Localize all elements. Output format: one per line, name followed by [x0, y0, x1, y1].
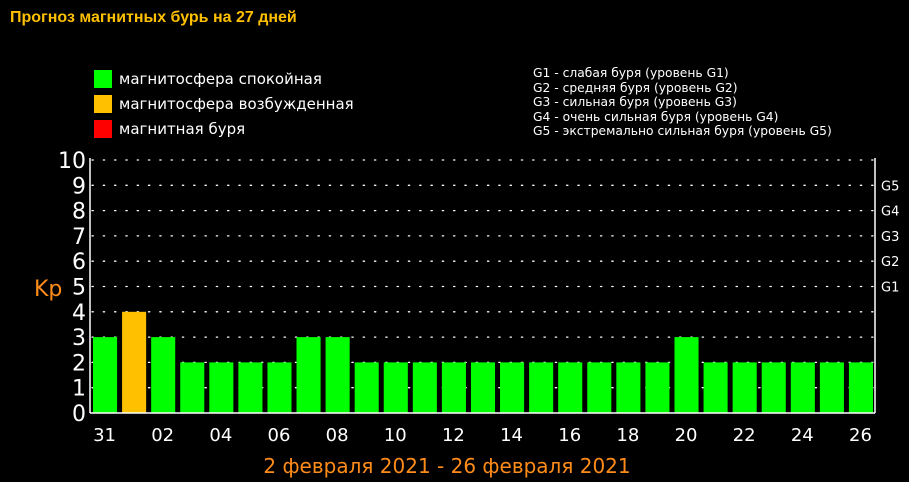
storm-level-g1: G1 - слабая буря (уровень G1) [533, 66, 729, 80]
bar-18 [616, 362, 641, 413]
y-tick-label: 8 [72, 200, 86, 225]
bar-02 [151, 337, 176, 413]
y-tick-label: 5 [72, 276, 86, 301]
y-tick-label: 0 [72, 402, 86, 427]
x-tick-label: 12 [442, 425, 465, 446]
g-level-label: G2 [881, 255, 899, 270]
bar-09 [354, 362, 379, 413]
date-range-label: 2 февраля 2021 - 26 февраля 2021 [263, 454, 630, 478]
x-tick-label: 16 [558, 425, 581, 446]
bar-06 [267, 362, 292, 413]
bar-03 [180, 362, 205, 413]
g-level-label: G4 [881, 205, 899, 220]
legend-label-storm: магнитная буря [119, 120, 246, 138]
bar-15 [529, 362, 554, 413]
bar-11 [412, 362, 437, 413]
x-tick-label: 10 [384, 425, 407, 446]
legend-swatch-quiet [94, 70, 112, 88]
bar-24 [790, 362, 815, 413]
bar-05 [238, 362, 263, 413]
legend-label-quiet: магнитосфера спокойная [119, 70, 322, 88]
storm-level-legend: G1 - слабая буря (уровень G1) G2 - средн… [533, 66, 832, 139]
y-tick-label: 9 [72, 174, 86, 199]
bar-08 [325, 337, 350, 413]
g-level-label: G1 [881, 281, 899, 296]
bar-01 [122, 311, 147, 413]
storm-level-g5: G5 - экстремально сильная буря (уровень … [533, 124, 832, 139]
x-tick-label: 24 [791, 425, 814, 446]
x-tick-label: 31 [93, 425, 116, 446]
y-tick-label: 10 [58, 149, 86, 174]
legend-item-storm: магнитная буря [94, 119, 245, 139]
x-tick-label: 26 [849, 425, 872, 446]
bar-23 [761, 362, 786, 413]
legend-item-excited: магнитосфера возбужденная [94, 94, 354, 114]
legend-label-excited: магнитосфера возбужденная [119, 95, 354, 113]
x-tick-label: 18 [616, 425, 639, 446]
x-tick-label: 06 [268, 425, 291, 446]
bar-12 [441, 362, 466, 413]
bar-21 [703, 362, 728, 413]
bar-25 [819, 362, 844, 413]
bar-20 [674, 337, 699, 413]
bar-22 [732, 362, 757, 413]
storm-level-g2: G2 - средняя буря (уровень G2) [533, 80, 738, 95]
x-tick-label: 04 [209, 425, 232, 446]
bar-07 [296, 337, 321, 413]
bar-10 [383, 362, 408, 413]
y-tick-label: 4 [72, 301, 86, 326]
y-tick-label: 6 [72, 250, 86, 275]
legend-swatch-storm [94, 120, 112, 138]
bar-14 [500, 362, 525, 413]
y-axis-label: Kp [34, 277, 62, 302]
storm-level-g4: G4 - очень сильная буря (уровень G4) [533, 109, 779, 124]
y-tick-label: 1 [72, 377, 86, 402]
storm-level-g3: G3 - сильная буря (уровень G3) [533, 95, 737, 110]
bar-31 [93, 337, 118, 413]
legend-item-quiet: магнитосфера спокойная [94, 69, 322, 89]
x-tick-label: 22 [733, 425, 756, 446]
bar-17 [587, 362, 612, 413]
bar-16 [558, 362, 583, 413]
y-tick-label: 7 [72, 225, 86, 250]
y-tick-label: 3 [72, 326, 86, 351]
x-tick-label: 14 [500, 425, 523, 446]
bar-19 [645, 362, 670, 413]
bar-26 [848, 362, 873, 413]
bar-13 [470, 362, 496, 413]
g-level-label: G5 [881, 179, 899, 194]
x-tick-label: 02 [151, 425, 174, 446]
legend-swatch-excited [94, 95, 112, 113]
chart-title: Прогноз магнитных бурь на 27 дней [10, 9, 297, 26]
bar-04 [209, 362, 234, 413]
x-tick-label: 08 [326, 425, 349, 446]
x-tick-label: 20 [675, 425, 698, 446]
y-tick-label: 2 [72, 351, 86, 376]
g-level-label: G3 [881, 230, 899, 245]
